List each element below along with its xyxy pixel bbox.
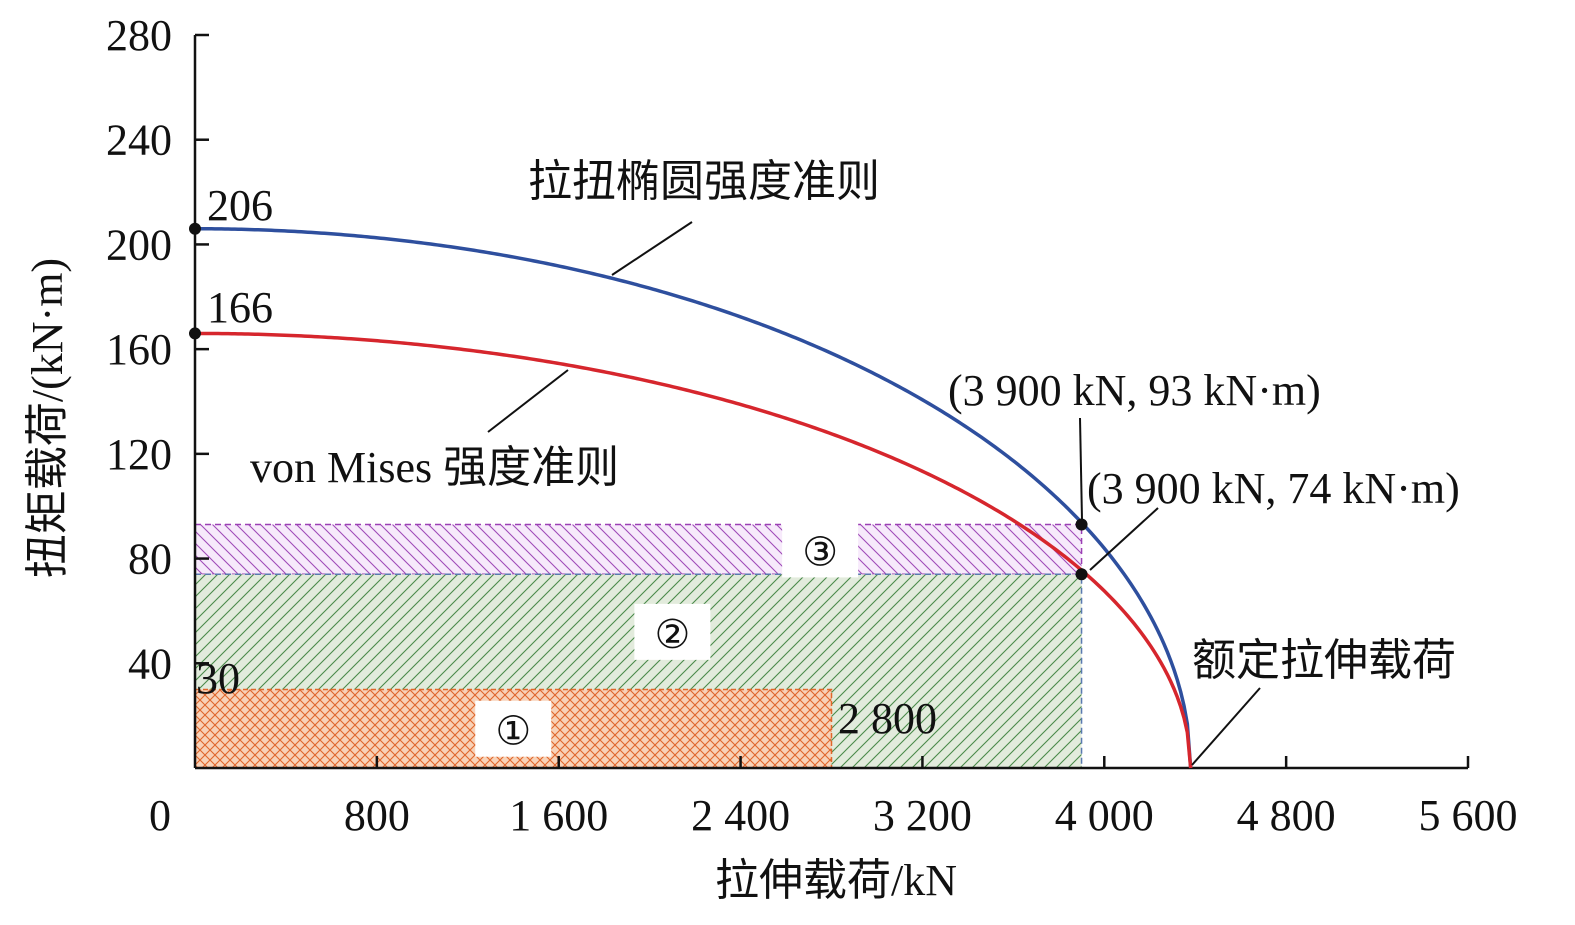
x-tick-label: 0 [149, 791, 171, 840]
regions [194, 523, 1083, 769]
point-marker [1075, 518, 1088, 531]
annotations: 拉扭椭圆强度准则 von Mises 强度准则 206 166 (3 900 k… [189, 157, 1460, 766]
x-tick-label: 4 800 [1237, 791, 1336, 840]
region-3-label: ③ [782, 521, 859, 578]
point-marker [1075, 568, 1088, 581]
series-label-ellipse-criterion: 拉扭椭圆强度准则 [528, 157, 880, 206]
x-tick-label: 4 000 [1055, 791, 1154, 840]
point-marker [189, 222, 201, 235]
leader-line-rated-tension [1191, 687, 1261, 766]
point-label-93: (3 900 kN, 93 kN·m) [948, 366, 1321, 415]
x-tick-label: 800 [344, 791, 410, 840]
y-ticks: 40 80 120 160 200 240 280 [106, 11, 209, 688]
y-axis-title: 扭矩载荷/(kN·m) [23, 258, 72, 578]
series-label-von-mises-criterion: von Mises 强度准则 [250, 443, 619, 492]
region-label-bg [634, 603, 711, 660]
y-tick-label: 80 [128, 535, 172, 584]
region-label-text: ② [654, 612, 690, 657]
y-intercept-label-166: 166 [207, 283, 273, 332]
x-tick-label: 2 400 [691, 791, 790, 840]
leader-line-point-74 [1089, 507, 1159, 571]
x-tick-label: 3 200 [873, 791, 972, 840]
x-tick-label: 1 600 [509, 791, 608, 840]
axes: 0 800 1 600 2 400 3 200 4 000 4 800 5 600 40 80 1… [106, 11, 1518, 840]
x-tick-label: 5 600 [1419, 791, 1518, 840]
y-tick-label: 160 [106, 325, 172, 374]
y-tick-label: 280 [106, 11, 172, 60]
x-ticks: 0 800 1 600 2 400 3 200 4 000 4 800 5 600 [149, 756, 1518, 840]
y-tick-label: 200 [106, 220, 172, 269]
y-tick-label: 120 [106, 430, 172, 479]
leader-line-ellipse-criterion [611, 221, 693, 276]
series-line-von-mises-criterion [195, 331, 1193, 769]
curves [195, 226, 1193, 769]
label-2800: 2 800 [838, 694, 937, 743]
region-2-label: ② [634, 603, 711, 660]
x-axis-title: 拉伸载荷/kN [715, 856, 957, 905]
y-intercept-label-206: 206 [207, 181, 273, 230]
rated-tension-label: 额定拉伸载荷 [1192, 636, 1456, 685]
point-label-74: (3 900 kN, 74 kN·m) [1087, 464, 1460, 513]
region-3 [194, 523, 1083, 576]
leader-line-von-mises-criterion [487, 369, 569, 433]
point-marker [189, 327, 201, 340]
region-labels: ① ② ③ [475, 521, 859, 757]
leader-line-point-93 [1079, 417, 1083, 521]
point-markers [189, 222, 1088, 581]
region-label-text: ③ [802, 529, 838, 574]
region-label-text: ① [495, 709, 531, 754]
label-30: 30 [196, 654, 240, 703]
region-label-bg [782, 521, 859, 578]
region-1-label: ① [475, 700, 552, 757]
y-tick-label: 240 [106, 116, 172, 165]
region-label-bg [475, 700, 552, 757]
series-line-ellipse-criterion [195, 226, 1193, 769]
y-tick-label: 40 [128, 639, 172, 688]
